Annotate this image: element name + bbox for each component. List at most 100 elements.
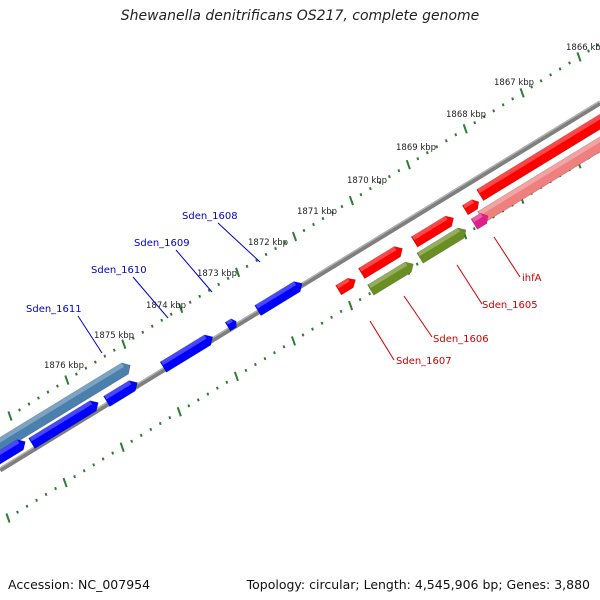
minor-tick — [302, 228, 306, 233]
minor-tick — [339, 309, 343, 314]
gene-sden-1606 — [416, 227, 467, 264]
tick-label: 1876 kbp — [44, 361, 84, 371]
minor-tick — [359, 192, 363, 197]
major-tick — [5, 513, 11, 523]
minor-tick — [482, 115, 486, 119]
minor-tick — [196, 398, 200, 402]
leader-line — [175, 249, 213, 293]
minor-tick — [454, 133, 458, 137]
minor-tick — [283, 240, 287, 245]
tick-label: 1875 kbp — [94, 331, 134, 341]
minor-tick — [73, 475, 77, 479]
tick-label: 1868 kbp — [446, 110, 486, 120]
minor-tick — [312, 222, 315, 227]
minor-tick — [111, 451, 115, 455]
minor-tick — [35, 498, 38, 502]
minor-tick — [187, 404, 191, 408]
tick-label: 1873 kbp — [197, 269, 237, 279]
minor-tick — [46, 390, 50, 394]
minor-tick — [188, 300, 192, 304]
gene-label: Sden_1608 — [182, 211, 238, 222]
minor-tick — [320, 321, 324, 325]
leader-line — [369, 320, 395, 361]
gene-label: Sden_1611 — [26, 304, 82, 315]
leader-line — [132, 276, 169, 319]
minor-tick — [16, 510, 19, 514]
gene-sden-1605 — [470, 212, 489, 230]
minor-tick — [92, 463, 96, 467]
major-tick — [64, 375, 70, 385]
tick-label: 1874 kbp — [146, 301, 186, 311]
major-tick — [405, 159, 411, 170]
gene-sden-1607 — [367, 261, 414, 296]
minor-tick — [330, 315, 333, 319]
minor-tick — [368, 186, 372, 191]
minor-tick — [301, 333, 305, 337]
minor-tick — [225, 380, 229, 384]
minor-tick — [264, 252, 268, 257]
minor-tick — [74, 372, 78, 376]
gene-label: Sden_1605 — [482, 300, 538, 311]
minor-tick — [25, 504, 29, 508]
minor-tick — [539, 79, 543, 83]
major-tick — [119, 442, 125, 452]
tick-label: 1866 kbp — [566, 43, 600, 53]
minor-tick — [37, 396, 40, 400]
minor-tick — [215, 386, 219, 390]
gene-sden-1609 — [224, 318, 237, 332]
major-tick — [290, 336, 297, 346]
minor-tick — [511, 97, 515, 101]
minor-tick — [150, 324, 154, 328]
tick-track-outer — [7, 43, 600, 421]
minor-tick — [263, 356, 267, 361]
gene-sden-1610 — [159, 334, 214, 373]
minor-tick — [358, 297, 362, 302]
minor-tick — [112, 348, 116, 352]
minor-tick — [435, 145, 439, 149]
minor-tick — [245, 264, 249, 269]
tick-labels: 1866 kbp 1867 kbp 1868 kbp 1869 kbp 1870 kbp… — [44, 43, 600, 371]
gene-blue-c — [0, 439, 26, 466]
tick-label: 1870 kbp — [347, 176, 387, 186]
minor-tick — [84, 366, 88, 370]
gene-ihfA-region — [476, 114, 600, 202]
minor-tick — [311, 327, 314, 331]
tick-label: 1867 kbp — [494, 78, 534, 88]
minor-tick — [44, 492, 48, 497]
minor-tick — [103, 354, 107, 358]
leader-line — [456, 264, 483, 305]
gene-red-small — [461, 199, 480, 216]
minor-tick — [56, 384, 59, 388]
minor-tick — [274, 246, 277, 251]
tick-label: 1871 kbp — [297, 207, 337, 217]
gene-blue-b — [28, 400, 99, 449]
gene-label: Sden_1610 — [91, 265, 147, 276]
minor-tick — [387, 175, 391, 179]
minor-tick — [273, 351, 276, 355]
leader-line — [403, 295, 433, 338]
minor-tick — [321, 216, 325, 221]
minor-tick — [568, 61, 571, 65]
leader-line — [77, 315, 103, 354]
major-tick — [62, 477, 68, 488]
minor-tick — [492, 109, 496, 113]
minor-tick — [131, 336, 135, 340]
major-tick — [7, 411, 13, 421]
tick-label: 1872 kbp — [248, 238, 288, 248]
gene-sden-1608 — [254, 281, 303, 317]
leader-line — [493, 236, 521, 278]
tick-track-inner — [5, 150, 600, 523]
minor-tick — [473, 121, 477, 125]
minor-tick — [18, 408, 21, 412]
minor-tick — [158, 421, 162, 426]
minor-tick — [169, 312, 173, 316]
leader-line — [217, 222, 261, 263]
gene-blue-a — [103, 380, 138, 407]
minor-tick — [141, 330, 145, 334]
minor-tick — [255, 258, 258, 263]
minor-tick — [207, 288, 211, 292]
gene-sden-1605-red — [410, 215, 454, 248]
gene-sden-1606-red — [357, 246, 403, 280]
